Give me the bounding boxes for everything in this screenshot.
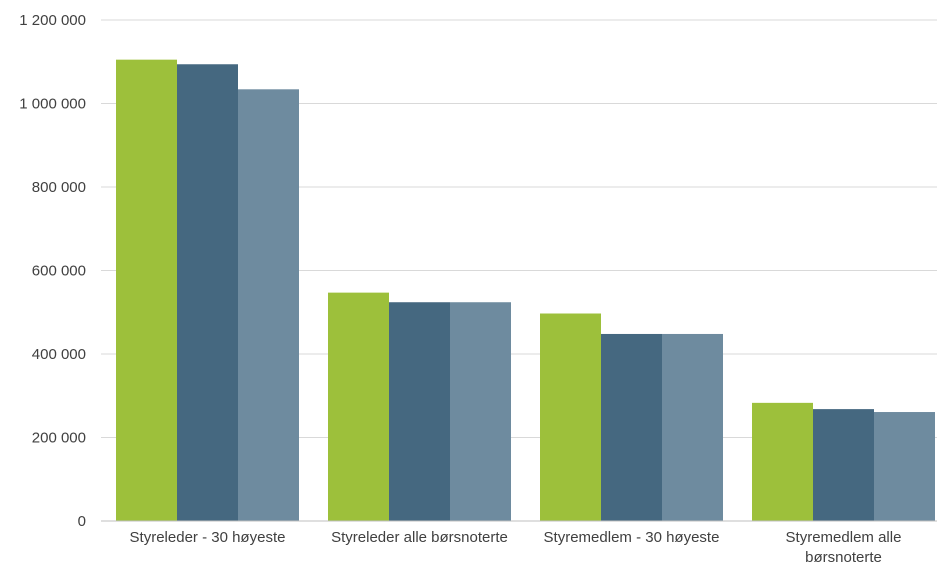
y-tick-label: 600 000 [32, 263, 86, 280]
bar [238, 89, 299, 522]
bar [874, 412, 935, 521]
y-tick-label: 400 000 [32, 346, 86, 363]
bars [116, 59, 935, 522]
bar [662, 333, 723, 521]
bar [752, 402, 813, 521]
y-tick-label: 1 000 000 [19, 96, 86, 113]
y-axis-tick-labels: 0 200 000 400 000 600 000 800 000 1 000 000 1 … [19, 12, 86, 530]
bar [328, 292, 389, 521]
bar [540, 313, 601, 521]
y-tick-label: 0 [78, 513, 86, 530]
bar [177, 64, 238, 521]
x-axis-category-labels: Styreleder - 30 høyeste Styreleder alle b… [130, 529, 902, 566]
x-category-label: Styreleder - 30 høyeste [130, 529, 286, 546]
bar [116, 59, 177, 521]
x-category-label: Styremedlem alle børsnoterte [786, 529, 902, 566]
bar [389, 302, 450, 521]
x-category-label: Styreleder alle børsnoterte [331, 529, 508, 546]
y-tick-label: 200 000 [32, 430, 86, 447]
x-category-label: Styremedlem - 30 høyeste [544, 529, 720, 546]
y-tick-label: 800 000 [32, 179, 86, 196]
bar [450, 302, 511, 521]
bar [813, 409, 874, 521]
y-tick-label: 1 200 000 [19, 12, 86, 29]
bar [601, 333, 662, 521]
